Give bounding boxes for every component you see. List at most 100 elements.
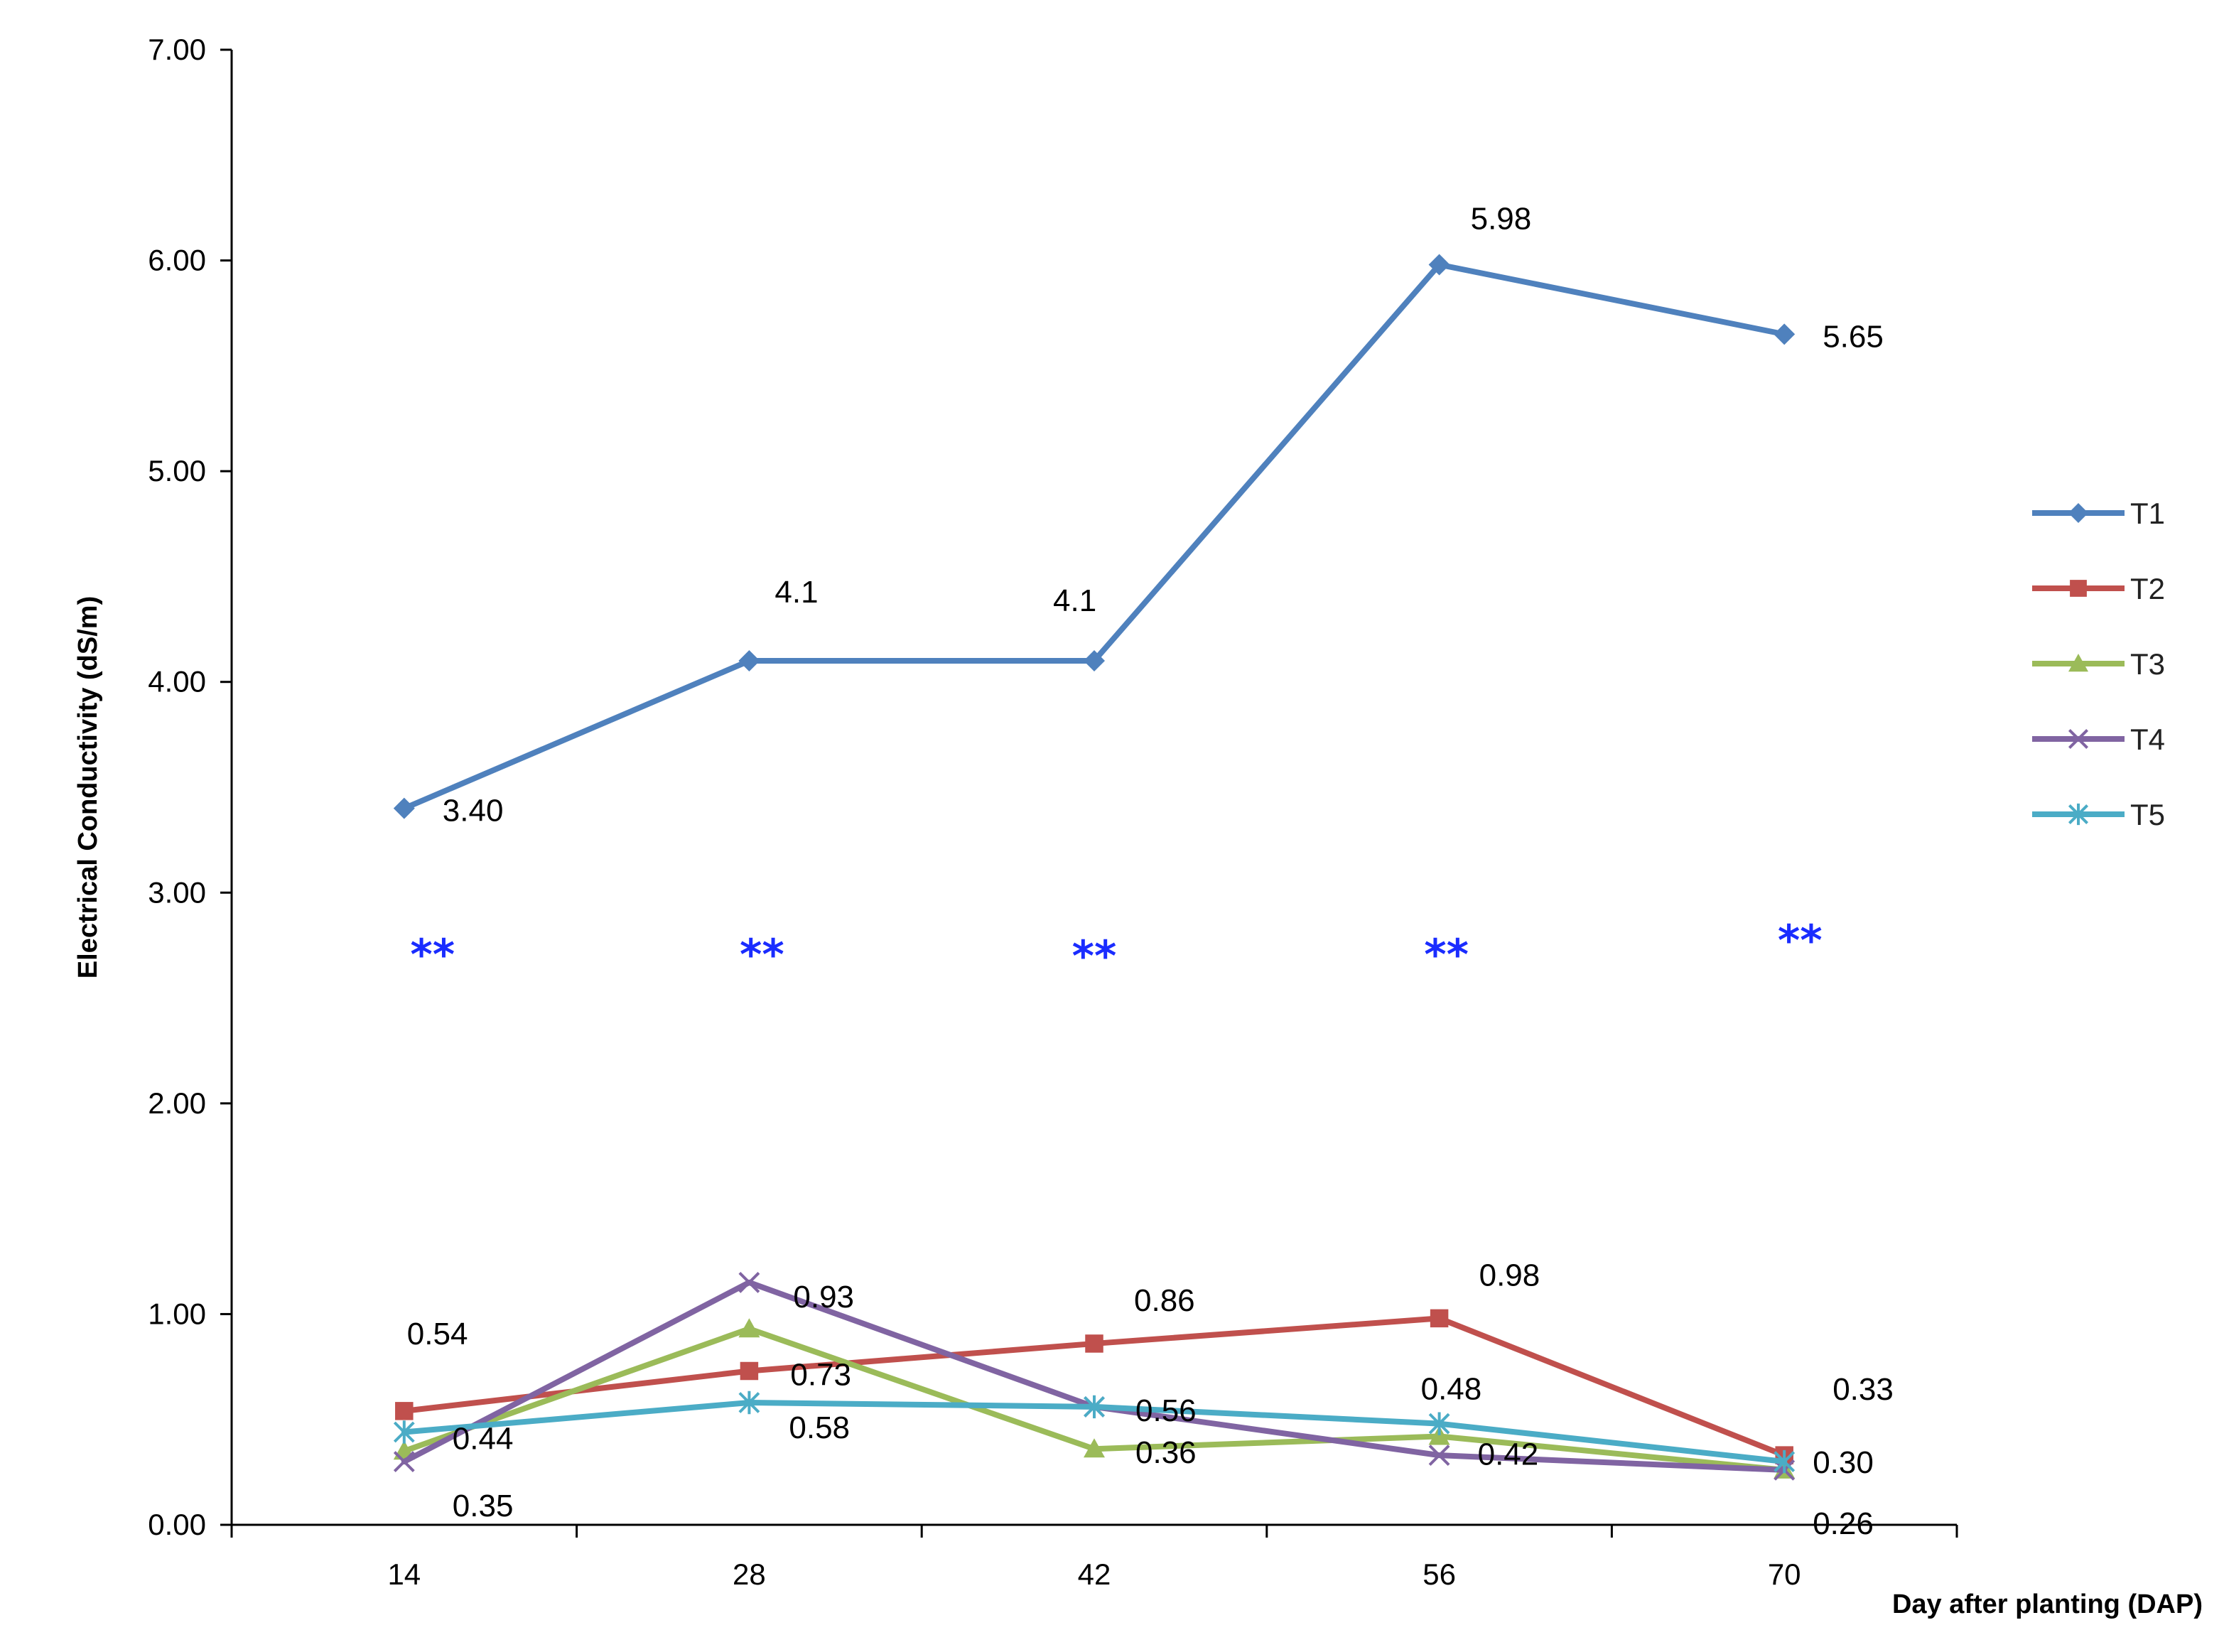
data-label: 0.56: [1135, 1393, 1197, 1428]
legend-item-t2: T2: [2032, 572, 2165, 605]
marker-star: [738, 1391, 760, 1415]
marker-diamond: [738, 650, 760, 672]
y-tick-label: 4.00: [148, 665, 206, 698]
y-tick-label: 1.00: [148, 1297, 206, 1330]
series-line-t1: [401, 261, 1788, 811]
legend-item-t4: T4: [2032, 723, 2165, 756]
marker-triangle: [2068, 654, 2088, 672]
data-labels: 3.40 4.1 4.1 5.98 5.65 0.54 0.44 0.35 0.93 0.73 0.…: [407, 202, 1894, 1541]
data-point: [1085, 1334, 1103, 1353]
marker-square: [740, 1361, 759, 1381]
data-point: [738, 1391, 760, 1415]
marker-square: [2070, 580, 2087, 597]
x-ticks: 14 28 42 56 70: [230, 1525, 1958, 1591]
significance-mark: **: [740, 930, 784, 980]
legend-label: T4: [2130, 723, 2165, 756]
y-axis-title: Electrical Conductivity (dS/m): [73, 596, 103, 978]
marker-diamond: [1428, 254, 1450, 276]
y-tick-label: 3.00: [148, 875, 206, 909]
marker-diamond: [1084, 650, 1105, 672]
data-point: [393, 1420, 415, 1444]
data-label: 0.35: [453, 1489, 514, 1523]
marker-square: [395, 1402, 414, 1420]
data-label: 0.48: [1421, 1372, 1482, 1407]
marker-x: [1428, 1445, 1450, 1467]
data-label: 0.42: [1478, 1437, 1539, 1472]
marker-x: [738, 1272, 760, 1293]
marker-star: [2068, 803, 2089, 826]
y-tick-label: 2.00: [148, 1086, 206, 1120]
marker-star: [1428, 1412, 1450, 1435]
legend-label: T1: [2130, 497, 2165, 530]
data-point: [1428, 1425, 1450, 1445]
significance-marks: ** ** ** ** **: [410, 916, 1822, 981]
marker-triangle: [738, 1318, 760, 1338]
x-tick-label: 28: [733, 1557, 766, 1591]
data-label: 5.98: [1471, 202, 1532, 237]
data-point: [738, 1272, 760, 1293]
series-t5: [393, 1391, 1796, 1474]
data-point: [740, 1361, 759, 1381]
data-label: 0.33: [1832, 1372, 1894, 1407]
marker-star: [393, 1420, 415, 1444]
data-label: 0.93: [793, 1280, 854, 1314]
legend-label: T2: [2130, 572, 2165, 605]
significance-mark: **: [410, 930, 455, 980]
y-ticks: 0.00 1.00 2.00 3.00 4.00 5.00 6.00 7.00: [148, 33, 232, 1541]
x-tick-label: 56: [1423, 1557, 1456, 1591]
data-point: [738, 1318, 760, 1338]
y-tick-label: 5.00: [148, 454, 206, 487]
data-label: 0.73: [790, 1358, 851, 1393]
data-point: [1084, 1438, 1105, 1458]
marker-diamond: [1774, 323, 1796, 345]
legend-item-t3: T3: [2032, 647, 2165, 681]
data-label: 5.65: [1823, 319, 1884, 354]
marker-triangle: [1084, 1438, 1105, 1458]
marker-x: [2068, 728, 2089, 750]
x-tick-label: 70: [1768, 1557, 1801, 1591]
data-point: [1428, 1445, 1450, 1467]
series-layer: [393, 254, 1796, 1481]
significance-mark: **: [1072, 932, 1117, 981]
x-axis-title: Day after planting (DAP): [1892, 1589, 2203, 1619]
marker-diamond: [2068, 503, 2088, 523]
data-label: 0.86: [1134, 1283, 1195, 1318]
data-label: 0.30: [1813, 1445, 1874, 1480]
legend-label: T3: [2130, 647, 2165, 681]
data-label: 0.54: [407, 1317, 468, 1351]
data-point: [1430, 1309, 1449, 1328]
data-point: [1774, 323, 1796, 345]
data-point: [1428, 1412, 1450, 1435]
legend-item-t5: T5: [2032, 798, 2165, 831]
data-label: 3.40: [443, 794, 504, 828]
data-point: [1084, 650, 1105, 672]
data-point: [393, 1451, 415, 1472]
data-point: [1084, 1395, 1105, 1419]
data-label: 0.36: [1135, 1435, 1197, 1470]
data-label: 0.44: [453, 1422, 514, 1457]
data-point: [393, 797, 415, 819]
data-label: 4.1: [1053, 583, 1096, 618]
data-point: [395, 1402, 414, 1420]
legend: T1 T2 T3 T4 T5: [2032, 497, 2165, 831]
data-point: [738, 650, 760, 672]
data-label: 0.98: [1479, 1258, 1540, 1292]
marker-triangle: [1428, 1425, 1450, 1445]
significance-mark: **: [1778, 916, 1823, 966]
y-tick-label: 7.00: [148, 33, 206, 66]
x-tick-label: 14: [387, 1557, 421, 1591]
marker-star: [1774, 1449, 1796, 1474]
significance-mark: **: [1424, 930, 1469, 980]
data-point: [1774, 1449, 1796, 1474]
marker-x: [393, 1451, 415, 1472]
marker-star: [1084, 1395, 1105, 1419]
data-label: 0.26: [1813, 1506, 1874, 1541]
series-t1: [393, 254, 1796, 819]
axes: 0.00 1.00 2.00 3.00 4.00 5.00 6.00 7.00 14 28 42 5…: [148, 33, 1958, 1591]
legend-item-t1: T1: [2032, 497, 2165, 530]
data-label: 4.1: [774, 575, 818, 610]
marker-square: [1430, 1309, 1449, 1328]
y-tick-label: 0.00: [148, 1508, 206, 1541]
y-tick-label: 6.00: [148, 244, 206, 277]
